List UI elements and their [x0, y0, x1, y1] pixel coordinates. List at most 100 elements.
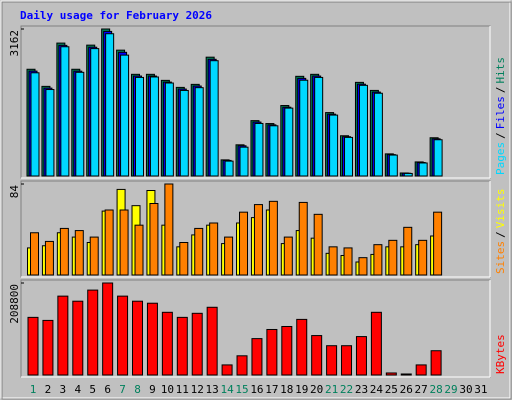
bar	[224, 160, 234, 177]
x-tick-label: 10	[161, 383, 174, 396]
y-tick-label: 84	[8, 185, 21, 199]
x-tick-label: 28	[429, 383, 442, 396]
bar	[209, 60, 219, 177]
bar	[179, 89, 189, 177]
x-tick-label: 7	[119, 383, 126, 396]
bar	[75, 71, 85, 177]
bar	[251, 338, 263, 376]
bar	[268, 200, 278, 276]
bar	[283, 236, 293, 276]
x-tick-label: 21	[325, 383, 338, 396]
bar	[400, 373, 412, 376]
bar	[44, 240, 54, 276]
x-tick-label: 11	[176, 383, 189, 396]
x-tick-label: 13	[206, 383, 219, 396]
bar	[313, 213, 323, 276]
x-tick-label: 12	[191, 383, 204, 396]
legend-entry: Visits	[494, 189, 507, 229]
bar	[224, 236, 234, 276]
x-tick-label: 22	[340, 383, 353, 396]
bar	[329, 114, 339, 177]
bar	[344, 136, 354, 177]
legend: KBytes	[494, 334, 507, 374]
x-tick-label: 15	[235, 383, 248, 396]
x-tick-label: 24	[370, 383, 384, 396]
x-tick-label: 14	[220, 383, 234, 396]
bar	[373, 244, 383, 276]
bar	[373, 92, 383, 177]
x-tick-label: 29	[444, 383, 457, 396]
bar	[254, 122, 264, 177]
bar	[388, 154, 398, 177]
x-tick-label: 5	[89, 383, 96, 396]
x-tick-label: 6	[104, 383, 111, 396]
bar	[328, 246, 338, 276]
bar	[42, 319, 54, 376]
x-tick-label: 19	[295, 383, 308, 396]
bar	[72, 300, 84, 376]
bar	[403, 226, 413, 276]
bar	[104, 209, 114, 276]
legend: Pages / Files / Hits	[494, 57, 507, 175]
bar	[341, 345, 353, 376]
x-tick-label: 1	[30, 383, 37, 396]
legend-entry: Files	[494, 96, 507, 129]
bar	[57, 295, 69, 376]
bar	[430, 350, 442, 376]
bar	[239, 211, 249, 276]
bar	[403, 172, 413, 177]
bar	[135, 76, 145, 177]
bar	[358, 257, 368, 276]
bar	[60, 46, 70, 177]
bar	[326, 345, 338, 376]
x-tick-label: 25	[385, 383, 398, 396]
x-tick-label: 17	[265, 383, 278, 396]
bar	[194, 227, 204, 276]
legend-entry: Pages	[494, 142, 507, 175]
x-tick-label: 27	[415, 383, 428, 396]
bar	[298, 201, 308, 276]
bar	[27, 316, 39, 376]
legend-entry: Sites	[494, 241, 507, 274]
bar	[149, 76, 159, 177]
bar	[89, 236, 99, 276]
x-tick-label: 30	[459, 383, 472, 396]
bar	[120, 54, 130, 177]
x-tick-label: 16	[250, 383, 263, 396]
legend-entry: Hits	[494, 57, 507, 84]
bar	[30, 232, 39, 276]
x-tick-label: 31	[474, 383, 487, 396]
x-tick-label: 18	[280, 383, 293, 396]
bar	[206, 306, 218, 376]
x-tick-label: 23	[355, 383, 368, 396]
bar	[87, 289, 99, 376]
bar	[433, 211, 443, 276]
chart-title: Daily usage for February 2026	[20, 9, 212, 22]
bar	[209, 222, 219, 276]
bar	[296, 318, 308, 376]
bar	[314, 76, 324, 177]
x-tick-label: 20	[310, 383, 323, 396]
legend-entry: KBytes	[494, 334, 507, 374]
bar	[161, 311, 173, 376]
bar	[311, 335, 323, 376]
x-tick-label: 26	[400, 383, 413, 396]
x-tick-label: 4	[74, 383, 81, 396]
bar	[74, 230, 84, 276]
bar	[385, 372, 397, 376]
bar	[281, 325, 293, 376]
legend: Sites / Visits	[494, 189, 507, 275]
bar	[191, 312, 203, 376]
bar	[119, 209, 129, 276]
bar	[418, 239, 428, 276]
bar	[221, 364, 233, 376]
bar	[415, 364, 427, 376]
legend-separator: /	[494, 87, 507, 94]
bar	[253, 204, 263, 276]
x-tick-label: 8	[134, 383, 141, 396]
bar	[343, 247, 353, 276]
bar	[164, 183, 174, 276]
y-tick-label: 208800	[8, 284, 21, 324]
